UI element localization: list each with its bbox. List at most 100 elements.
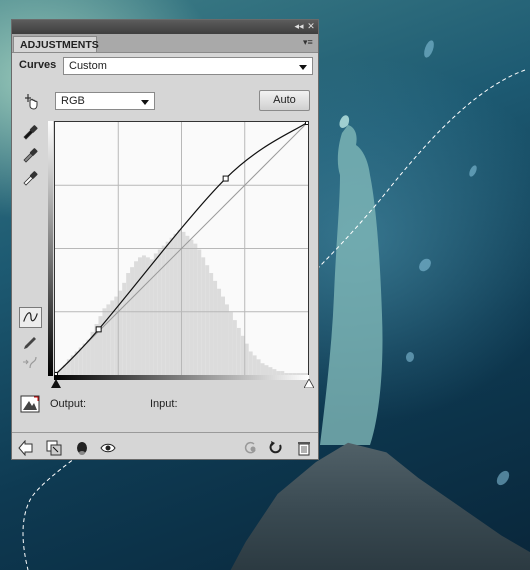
chevron-down-icon (141, 100, 149, 105)
histogram-bar (98, 316, 103, 375)
preset-value: Custom (69, 60, 107, 72)
histogram-bar (70, 355, 75, 375)
histogram-bar (161, 245, 166, 375)
histogram-bar (110, 300, 115, 375)
preset-select[interactable]: Custom (63, 57, 313, 75)
histogram-bar (58, 369, 63, 375)
double-chevron-icon[interactable]: ◂◂ (294, 21, 304, 31)
histogram-bar (82, 343, 87, 375)
histogram-bar (62, 365, 67, 375)
visibility-state-icon[interactable] (74, 440, 90, 456)
histogram-bar (134, 261, 139, 375)
curve-control-point[interactable] (95, 326, 102, 333)
black-point-eyedropper-icon[interactable] (21, 122, 39, 140)
histogram-bar (284, 373, 289, 375)
curves-chart[interactable] (55, 122, 308, 375)
curve-control-point[interactable] (55, 372, 58, 376)
histogram-bar (304, 373, 308, 375)
histogram-bar (173, 233, 178, 375)
back-arrow-icon[interactable] (18, 440, 34, 456)
chevron-down-icon (299, 65, 307, 70)
histogram-bar (193, 243, 198, 375)
histogram-bar (145, 257, 150, 375)
histogram-bar (78, 347, 83, 375)
histogram-bar (209, 273, 214, 375)
channel-value: RGB (61, 95, 85, 107)
panel-titlebar[interactable]: ◂◂ ✕ (12, 20, 318, 34)
histogram-bar (141, 255, 146, 375)
histogram-bar (74, 351, 79, 375)
auto-button[interactable]: Auto (259, 90, 310, 111)
input-label: Input: (150, 398, 178, 410)
histogram-bar (268, 367, 273, 375)
curve-point-tool-icon[interactable] (19, 307, 42, 328)
histogram-bar (288, 373, 293, 375)
histogram-bar (244, 343, 249, 375)
curve-control-point[interactable] (305, 122, 309, 125)
adjustments-panel: ◂◂ ✕ ADJUSTMENTS ▾≡ Curves Custom RGB Au… (11, 19, 319, 460)
histogram-bar (165, 241, 170, 375)
output-label: Output: (50, 398, 87, 410)
panel-menu-icon[interactable]: ▾≡ (303, 37, 313, 47)
panel-divider (12, 432, 318, 433)
close-icon[interactable]: ✕ (307, 21, 315, 31)
gray-point-eyedropper-icon[interactable] (21, 145, 39, 163)
histogram-bar (296, 373, 301, 375)
white-point-slider[interactable] (304, 379, 314, 388)
histogram-bar (169, 237, 174, 375)
histogram-bar (228, 312, 233, 375)
histogram-bar (276, 371, 281, 375)
histogram-bar (272, 369, 277, 375)
histogram-bar (201, 257, 206, 375)
adjustment-name: Curves (19, 59, 57, 71)
histogram-bar (197, 249, 202, 375)
histogram-bar (90, 331, 95, 375)
tab-adjustments[interactable]: ADJUSTMENTS (13, 36, 99, 52)
histogram-bar (130, 267, 135, 375)
histogram-bar (94, 324, 99, 375)
figure-silhouette (320, 115, 383, 445)
histogram-bar (252, 355, 257, 375)
pencil-draw-icon[interactable] (21, 332, 39, 350)
histogram-bar (102, 308, 107, 375)
eye-icon[interactable] (100, 440, 116, 456)
histogram-bar (189, 239, 194, 375)
on-image-adjust-icon[interactable] (21, 92, 39, 110)
histogram-bar (236, 327, 241, 375)
panel-tab-row: ADJUSTMENTS ▾≡ (12, 34, 318, 53)
histogram-bar (66, 359, 71, 375)
histogram-bar (256, 359, 261, 375)
histogram-bar (153, 253, 158, 375)
histogram-bar (280, 371, 285, 375)
histogram-bar (205, 265, 210, 375)
clip-to-layer-icon[interactable] (46, 440, 62, 456)
curves-graph[interactable] (54, 121, 309, 376)
histogram-bar (106, 304, 111, 375)
clipping-warning-icon[interactable] (20, 395, 40, 413)
histogram-bar (181, 231, 186, 375)
histogram-bar (126, 273, 131, 375)
reset-icon[interactable] (268, 440, 284, 456)
histogram-bar (260, 363, 265, 375)
smooth-curve-icon[interactable] (21, 353, 39, 371)
curve-line[interactable] (55, 122, 308, 375)
previous-state-icon[interactable] (242, 440, 258, 456)
histogram-bar (185, 235, 190, 375)
curve-control-point[interactable] (222, 175, 229, 182)
histogram-bar (232, 320, 237, 375)
histogram-bar (240, 335, 245, 375)
channel-select[interactable]: RGB (55, 92, 155, 110)
white-point-eyedropper-icon[interactable] (21, 168, 39, 186)
histogram-bar (300, 373, 305, 375)
histogram-bar (157, 249, 162, 375)
histogram-bar (248, 351, 253, 375)
histogram-bar (177, 229, 182, 375)
output-gradient-bar (48, 121, 53, 376)
black-point-slider[interactable] (51, 379, 61, 388)
histogram-bar (292, 373, 297, 375)
histogram-bar (221, 296, 225, 375)
trash-icon[interactable] (296, 440, 312, 456)
histogram-bar (138, 257, 142, 375)
histogram-bar (122, 282, 127, 375)
histogram-bar (264, 365, 269, 375)
